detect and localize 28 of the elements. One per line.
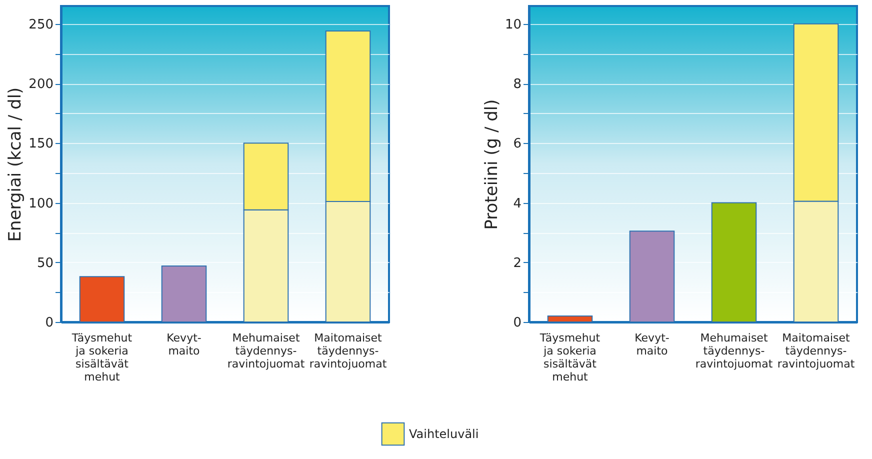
bar: [547, 316, 593, 322]
x-tick-label: Mehumaiset täydennys-ravintojuomat: [695, 332, 774, 370]
y-tick-label: 0: [45, 316, 54, 330]
y-tick-label: 50: [36, 256, 54, 271]
y-tick-label: 250: [28, 17, 54, 32]
y-tick-label: 6: [513, 136, 522, 152]
x-tick-label: Täysmehut ja sokeria sisältävät mehut: [538, 332, 601, 384]
bar: [711, 202, 757, 322]
y-tick-label: 4: [513, 196, 522, 212]
y-axis-title: Energiai (kcal / dl): [6, 87, 26, 242]
bar: [629, 230, 675, 322]
x-tick-label: Täysmehut ja sokeria sisältävät mehut: [70, 332, 133, 384]
bar: [161, 265, 207, 322]
y-tick-label: 2: [513, 256, 522, 271]
x-tick-label: Maitomaiset täydennys-ravintojuomat: [777, 332, 856, 370]
x-tick-label: Kevyt-maito: [166, 332, 202, 358]
x-tick-label: Maitomaiset täydennys-ravintojuomat: [309, 332, 388, 370]
bar: [79, 276, 125, 322]
x-tick-label: Kevyt-maito: [634, 332, 670, 358]
y-tick-label: 150: [28, 136, 54, 152]
legend-label: Vaihteluväli: [409, 427, 479, 441]
y-tick-label: 0: [513, 316, 522, 330]
y-axis-title: Proteiini (g / dl): [482, 99, 502, 230]
y-tick-label: 10: [504, 17, 522, 32]
y-tick-label: 100: [28, 196, 54, 212]
y-tick-label: 200: [28, 77, 54, 92]
x-tick-label: Mehumaiset täydennys-ravintojuomat: [227, 332, 306, 370]
y-tick-label: 8: [513, 77, 522, 92]
